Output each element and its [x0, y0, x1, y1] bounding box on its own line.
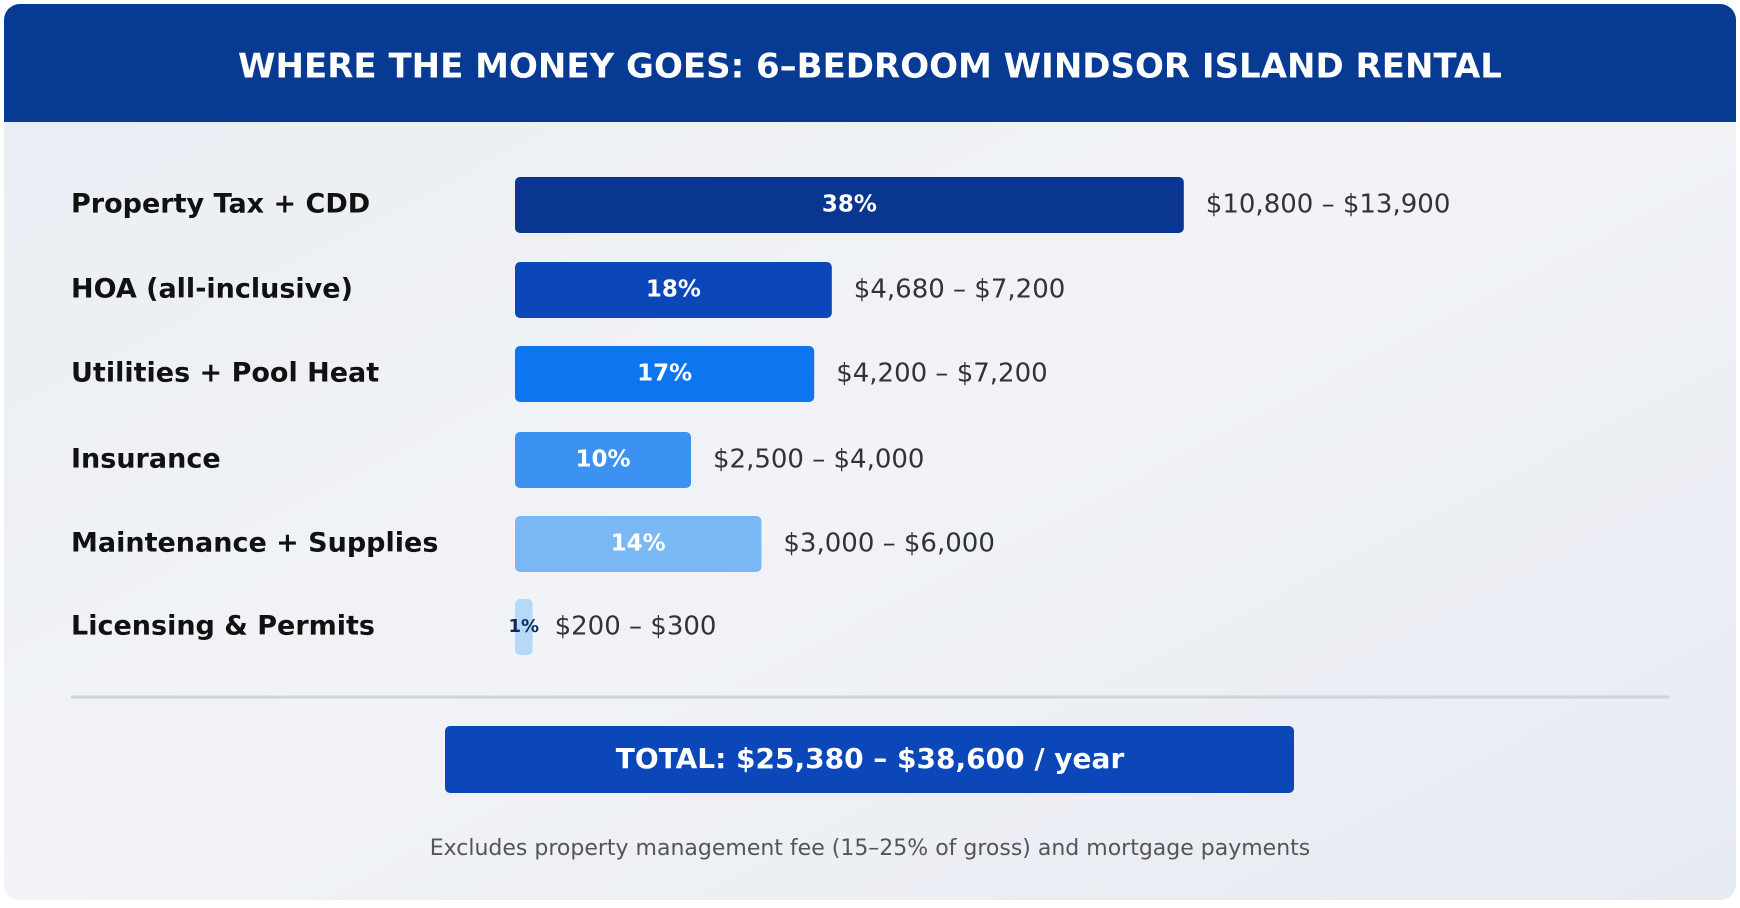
category-label: Insurance [71, 444, 221, 475]
value-label: 1% [509, 616, 540, 637]
category-label: Property Tax + CDD [71, 189, 370, 220]
category-label: Licensing & Permits [71, 611, 375, 642]
footnote: Excludes property management fee (15–25%… [430, 836, 1310, 861]
range-label: $3,000 – $6,000 [783, 529, 994, 559]
header [4, 4, 1736, 122]
range-label: $10,800 – $13,900 [1206, 190, 1451, 220]
category-label: Utilities + Pool Heat [71, 358, 379, 389]
value-label: 14% [611, 531, 666, 557]
total-box [445, 726, 1294, 793]
bar [515, 516, 762, 572]
category-label: Maintenance + Supplies [71, 528, 438, 559]
value-label: 10% [575, 447, 630, 473]
bar [515, 346, 815, 402]
bar [515, 432, 691, 488]
value-label: 38% [822, 192, 877, 218]
category-label: HOA (all-inclusive) [71, 274, 353, 305]
value-label: 17% [637, 361, 692, 387]
value-label: 18% [646, 277, 701, 303]
range-label: $4,200 – $7,200 [836, 359, 1047, 389]
chart-title: WHERE THE MONEY GOES: 6–BEDROOM WINDSOR … [238, 47, 1502, 87]
range-label: $4,680 – $7,200 [854, 275, 1065, 305]
total: TOTAL: $25,380 – $38,600 / year [616, 742, 1125, 775]
bar [515, 262, 832, 318]
bar [515, 599, 533, 655]
range-label: $2,500 – $4,000 [713, 445, 924, 475]
bar [515, 177, 1184, 233]
range-label: $200 – $300 [555, 612, 717, 642]
